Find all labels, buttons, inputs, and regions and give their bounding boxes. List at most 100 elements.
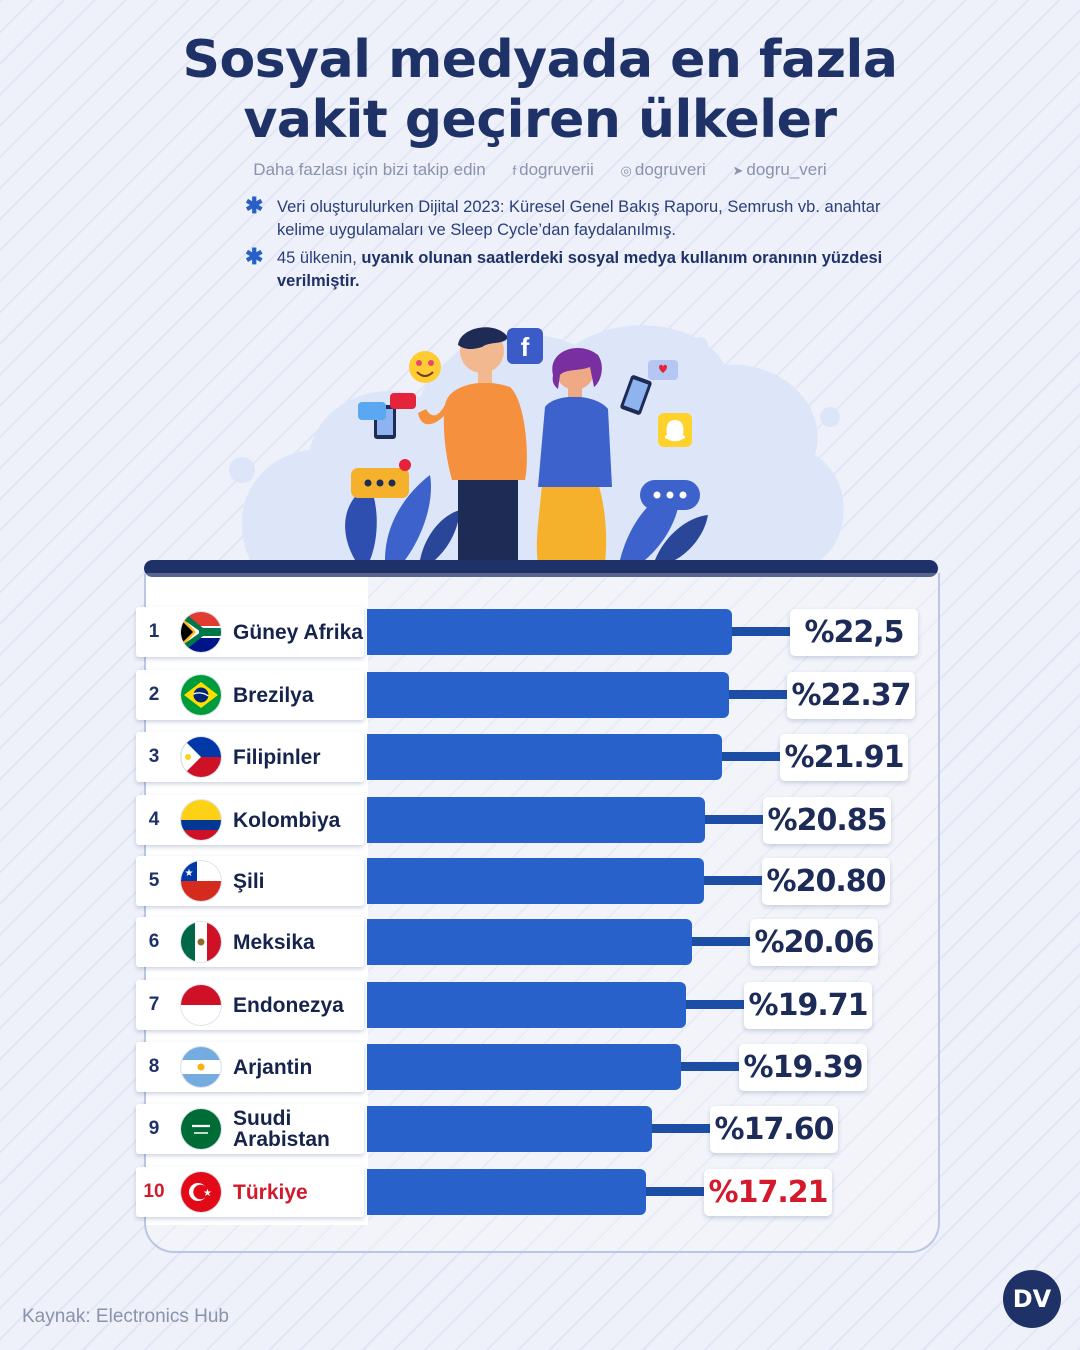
- title-line-1: Sosyal medyada en fazla: [182, 30, 898, 90]
- country-name: Meksika: [233, 930, 315, 954]
- chart-row: 10 ★ Türkiye %17.21: [0, 1167, 1080, 1217]
- bar-connector: [705, 815, 763, 824]
- chart-row: 9 Suudi Arabistan %17.60: [0, 1104, 1080, 1154]
- instagram-link[interactable]: ◎ dogruveri: [621, 160, 706, 179]
- country-name: Türkiye: [233, 1180, 308, 1204]
- facebook-icon: f: [512, 163, 517, 178]
- turkey-flag-icon: ★: [181, 1172, 221, 1212]
- country-name: Kolombiya: [233, 808, 341, 832]
- man-figure: [374, 327, 527, 562]
- row-label-card: 4 Kolombiya: [136, 795, 364, 845]
- mexico-flag-icon: [181, 922, 221, 962]
- row-label-card: 10 ★ Türkiye: [136, 1167, 364, 1217]
- facebook-handle: dogruverii: [519, 160, 594, 179]
- value-label: %17.60: [710, 1106, 838, 1153]
- value-label: %22,5: [790, 609, 918, 656]
- row-label-card: 1 Güney Afrika: [136, 607, 364, 657]
- bar: [367, 858, 704, 904]
- country-name: Endonezya: [233, 993, 344, 1017]
- bar: [367, 672, 729, 718]
- social-media-illustration: f: [229, 325, 844, 563]
- row-label-card: 7 Endonezya: [136, 980, 364, 1030]
- rank-number: 2: [148, 684, 160, 705]
- row-label-card: 5 ★ Şili: [136, 856, 364, 906]
- facebook-icon: [507, 328, 543, 364]
- message-icon: [358, 402, 386, 420]
- rank-number: 10: [143, 1181, 165, 1202]
- rank-number: 7: [148, 994, 160, 1015]
- twitter-link[interactable]: ➤ dogru_veri: [732, 160, 826, 179]
- south-africa-flag-icon: [181, 612, 221, 652]
- bar: [367, 734, 722, 780]
- chart-row: 1 Güney Afrika %22,5: [0, 607, 1080, 657]
- bar-connector: [681, 1062, 739, 1071]
- bar-connector: [652, 1124, 710, 1133]
- chat-bubble-icon: [640, 480, 700, 510]
- bar-connector: [722, 752, 780, 761]
- brazil-flag-icon: [181, 675, 221, 715]
- chart-row: 2 Brezilya %22.37: [0, 670, 1080, 720]
- rank-number: 8: [148, 1056, 160, 1077]
- chat-bubble-icon: [351, 459, 411, 498]
- asterisk-icon: ✱: [245, 244, 264, 269]
- bar: [367, 982, 686, 1028]
- woman-figure: [536, 347, 652, 563]
- source-note: Kaynak: Electronics Hub: [22, 1306, 229, 1327]
- country-name: Güney Afrika: [233, 620, 363, 644]
- rank-number: 9: [148, 1118, 160, 1139]
- dv-logo: DV: [1003, 1270, 1061, 1328]
- title-line-2: vakit geçiren ülkeler: [243, 90, 837, 150]
- chart-row: 8 Arjantin %19.39: [0, 1042, 1080, 1092]
- bar-connector: [732, 627, 790, 636]
- bar: [367, 609, 732, 655]
- bar-connector: [704, 876, 762, 885]
- rank-number: 5: [148, 870, 160, 891]
- chile-flag-icon: ★: [181, 861, 221, 901]
- chart-row: 5 ★ Şili %20.80: [0, 856, 1080, 906]
- note-2-bold: uyanık olunan saatlerdeki sosyal medya k…: [277, 249, 883, 290]
- leaf-left-decoration: [345, 475, 460, 560]
- notes: ✱ Veri oluşturulurken Dijital 2023: Küre…: [245, 193, 905, 298]
- rank-number: 1: [148, 621, 160, 642]
- note-2: ✱ 45 ülkenin, uyanık olunan saatlerdeki …: [245, 244, 905, 293]
- social-follow-bar: Daha fazlası için bizi takip edin f dogru…: [0, 160, 1080, 180]
- value-label: %20.06: [750, 919, 878, 966]
- bar: [367, 1169, 646, 1215]
- saudi-arabia-flag-icon: [181, 1109, 221, 1149]
- chart-row: 7 Endonezya %19.71: [0, 980, 1080, 1030]
- heart-eyes-emoji-icon: [409, 351, 441, 383]
- country-name: Brezilya: [233, 683, 314, 707]
- value-label: %17.21: [704, 1169, 832, 1216]
- asterisk-icon: ✱: [245, 193, 264, 218]
- colombia-flag-icon: [181, 800, 221, 840]
- svg-text:★: ★: [185, 868, 194, 879]
- bar: [367, 1044, 681, 1090]
- value-label: %22.37: [787, 672, 915, 719]
- chart-panel-top-bar: [144, 560, 938, 577]
- instagram-icon: ◎: [620, 163, 632, 178]
- row-label-card: 8 Arjantin: [136, 1042, 364, 1092]
- indonesia-flag-icon: [181, 985, 221, 1025]
- bar: [367, 797, 705, 843]
- message-icon: [390, 393, 416, 409]
- country-name: Arjantin: [233, 1055, 313, 1079]
- bar-connector: [729, 690, 787, 699]
- chart-row: 4 Kolombiya %20.85: [0, 795, 1080, 845]
- svg-text:f: f: [521, 332, 530, 362]
- twitter-handle: dogru_veri: [746, 160, 827, 179]
- follow-text: Daha fazlası için bizi takip edin: [253, 160, 486, 179]
- page-title: Sosyal medyada en fazla vakit geçiren ül…: [0, 30, 1080, 150]
- country-name: Filipinler: [233, 745, 321, 769]
- country-name: Suudi Arabistan: [233, 1107, 330, 1151]
- bar-connector: [686, 1000, 744, 1009]
- facebook-link[interactable]: f dogruverii: [513, 160, 594, 179]
- argentina-flag-icon: [181, 1047, 221, 1087]
- note-1-text: Veri oluşturulurken Dijital 2023: Kürese…: [277, 198, 881, 239]
- country-name: Şili: [233, 869, 265, 893]
- row-label-card: 6 Meksika: [136, 917, 364, 967]
- philippines-flag-icon: [181, 737, 221, 777]
- bar: [367, 919, 692, 965]
- value-label: %19.39: [739, 1044, 867, 1091]
- rank-number: 3: [148, 746, 160, 767]
- chart-row: 3 Filipinler %21.91: [0, 732, 1080, 782]
